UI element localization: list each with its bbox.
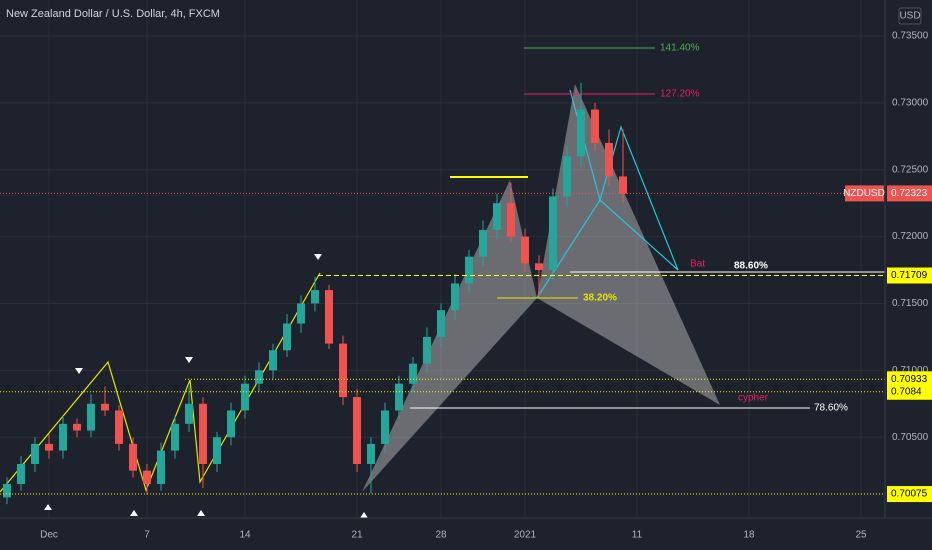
candle-body [157,450,165,485]
candle-body [535,263,543,271]
level-box [887,383,932,400]
x-tick-label: 21 [351,530,363,541]
candle-body [619,176,627,194]
candle-body [451,283,459,311]
candle-body [437,310,445,337]
fib-label: 88.60% [734,261,768,272]
candle-body [143,470,151,485]
candle-body [465,256,473,284]
chart-title: New Zealand Dollar / U.S. Dollar, 4h, FX… [6,8,220,20]
candles [0,82,885,505]
level-label: 0.70075 [891,489,928,500]
candle-body [507,203,515,237]
candle-body [563,156,571,197]
level-box [887,267,932,284]
candle-body [325,290,333,344]
x-tick-label: Dec [40,530,58,541]
candle-body [367,443,375,464]
pattern-label: cypher [738,393,769,404]
candle-body [59,423,67,451]
y-tick-label: 0.73000 [892,97,929,108]
symbol-label: NZDUSD [843,188,885,199]
candle-body [73,423,81,431]
candle-body [409,363,417,384]
candle-body [115,410,123,444]
candle-body [395,383,403,411]
fib-label: 127.20% [660,89,700,100]
y-tick-label: 0.71500 [892,298,929,309]
level-label: 0.71709 [891,270,928,281]
candle-body [199,403,207,464]
candle-body [213,437,221,464]
candle-body [297,303,305,324]
candle-body [605,142,613,177]
x-tick-label: 7 [144,530,150,541]
candle-body [129,443,137,471]
candle-body [353,397,361,464]
x-tick-label: 14 [239,530,251,541]
candle-body [479,229,487,257]
candle-body [3,484,11,498]
candle-body [171,423,179,451]
last-price-label: 0.72323 [891,188,928,199]
level-box [887,486,932,503]
x-tick-label: 28 [435,530,447,541]
y-tick-label: 0.73500 [892,31,929,42]
candle-body [521,236,529,264]
candle-body [17,463,25,485]
x-tick-label: 2021 [514,530,537,541]
bat-pattern [536,89,679,299]
candle-body [101,403,109,411]
candle-body [577,109,585,157]
candle-body [311,290,319,304]
x-tick-label: 25 [855,530,867,541]
fib-label: 141.40% [660,43,700,54]
candle-body [493,203,501,230]
candle-body [283,323,291,351]
candle-body [269,350,277,371]
fib-label: 78.60% [814,403,848,414]
cypher-xab [362,180,537,492]
fib-label: 38.20% [583,293,617,304]
candle-body [339,343,347,398]
pivot-markers [44,254,368,518]
drawings: 141.40% 127.20% 88.60% 38.20% 78.60% Bat… [0,43,890,518]
y-tick-label: 0.72000 [892,231,929,242]
currency: USD [899,11,920,22]
level-label: 0.70933 [891,374,928,385]
level-box [887,371,932,388]
x-tick-label: 18 [743,530,755,541]
level-label: 0.7084 [891,386,922,397]
last-price-box [887,185,932,202]
y-tick-label: 0.70500 [892,432,929,443]
candle-body [381,410,389,444]
pattern-label: Bat [690,259,705,270]
cypher-bcd [537,84,720,405]
candle-body [423,336,431,364]
y-tick-label: 0.71000 [892,365,929,376]
y-tick-label: 0.72500 [892,164,929,175]
axes: 0.70500 0.71000 0.71500 0.72000 0.72500 0.730… [40,31,932,541]
currency-box [898,7,922,25]
x-tick-label: 11 [632,530,643,541]
candle-body [549,196,557,271]
candle-body [45,443,53,451]
candle-body [255,370,263,384]
candle-body [227,410,235,438]
candle-body [87,403,95,431]
candle-body [591,109,599,143]
candle-body [241,383,249,411]
candle-body [185,403,193,424]
candle-body [31,443,39,464]
symbol-box [845,185,884,202]
